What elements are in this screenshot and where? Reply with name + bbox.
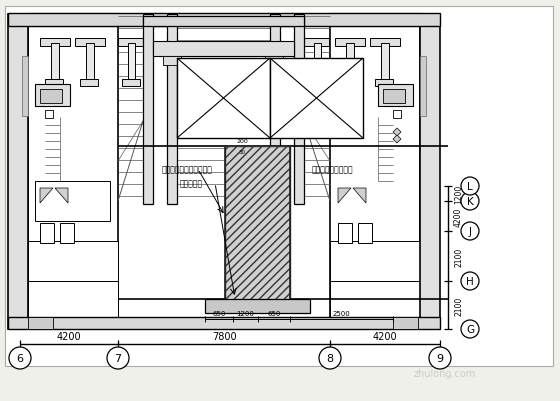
Bar	[330, 14, 420, 27]
Bar	[225, 147, 290, 301]
Text: 1200: 1200	[454, 184, 463, 204]
Bar	[143, 15, 153, 205]
Bar	[381, 44, 389, 82]
Bar	[8, 317, 440, 329]
Polygon shape	[40, 188, 53, 203]
Bar	[8, 15, 28, 329]
Circle shape	[319, 347, 341, 369]
Text: 十五层以下全都拆除: 十五层以下全都拆除	[312, 165, 353, 174]
Text: 650: 650	[267, 310, 281, 316]
Circle shape	[461, 178, 479, 196]
Circle shape	[461, 223, 479, 241]
Bar	[28, 241, 118, 281]
Text: 200: 200	[236, 139, 248, 144]
Bar	[40, 90, 62, 104]
Text: 2100: 2100	[454, 296, 463, 315]
Bar	[80, 80, 98, 87]
Bar	[308, 80, 326, 87]
Bar	[330, 281, 420, 329]
Circle shape	[461, 192, 479, 211]
Polygon shape	[338, 188, 351, 203]
Text: 2100: 2100	[454, 247, 463, 266]
Text: 30: 30	[239, 150, 245, 155]
Text: zhulong.com: zhulong.com	[414, 368, 476, 378]
Text: 9: 9	[436, 353, 444, 363]
Circle shape	[429, 347, 451, 369]
Bar	[51, 44, 59, 82]
Bar	[86, 44, 94, 82]
Bar	[128, 44, 135, 82]
Text: 2500: 2500	[333, 310, 351, 316]
Bar	[420, 57, 426, 117]
Text: 650: 650	[212, 310, 226, 316]
Text: 4200: 4200	[57, 331, 81, 341]
Bar	[28, 281, 118, 329]
Bar	[60, 223, 74, 243]
Bar	[270, 59, 363, 139]
Bar	[270, 15, 280, 205]
Bar	[205, 299, 310, 313]
Circle shape	[9, 347, 31, 369]
Text: K: K	[466, 196, 473, 207]
Polygon shape	[393, 129, 401, 137]
Text: 新增梁位置: 新增梁位置	[180, 179, 203, 188]
Bar	[335, 39, 365, 47]
Bar	[340, 80, 358, 87]
Bar	[358, 223, 372, 243]
Bar	[330, 241, 420, 281]
Bar	[118, 39, 143, 47]
Bar	[393, 111, 401, 119]
Bar	[370, 39, 400, 47]
Text: 7800: 7800	[212, 331, 236, 341]
Bar	[393, 317, 418, 329]
Bar	[304, 39, 329, 47]
Text: 8: 8	[326, 353, 334, 363]
Text: L: L	[467, 182, 473, 192]
Polygon shape	[393, 136, 401, 144]
Text: 6: 6	[16, 353, 24, 363]
Bar	[40, 39, 70, 47]
Bar	[163, 57, 181, 66]
Bar	[375, 80, 393, 87]
Bar	[294, 15, 304, 205]
Bar	[265, 57, 283, 66]
Text: 7: 7	[114, 353, 122, 363]
Bar	[22, 57, 28, 117]
Bar	[8, 14, 440, 27]
Bar	[143, 17, 304, 27]
Text: G: G	[466, 324, 474, 334]
Polygon shape	[353, 188, 366, 203]
Text: 1200: 1200	[236, 310, 254, 316]
Bar	[40, 223, 54, 243]
Bar	[420, 15, 440, 329]
Text: 4200: 4200	[373, 331, 397, 341]
Bar	[346, 44, 354, 82]
Bar	[378, 85, 413, 107]
Text: 4200: 4200	[454, 207, 463, 226]
Text: 此区域混凝土板人工剖凿: 此区域混凝土板人工剖凿	[162, 165, 213, 174]
Text: H: H	[466, 276, 474, 286]
Bar	[122, 80, 140, 87]
Polygon shape	[55, 188, 68, 203]
Bar	[45, 80, 63, 87]
Bar	[35, 85, 70, 107]
Bar	[153, 42, 294, 57]
Text: J: J	[469, 227, 472, 237]
Bar	[35, 182, 110, 221]
Bar	[167, 15, 177, 205]
Bar	[177, 59, 270, 139]
Bar	[383, 90, 405, 104]
Bar	[5, 7, 553, 366]
Bar	[314, 44, 321, 82]
Bar	[28, 317, 53, 329]
Bar	[45, 111, 53, 119]
Bar	[28, 14, 118, 27]
Circle shape	[107, 347, 129, 369]
Bar	[75, 39, 105, 47]
Circle shape	[461, 272, 479, 290]
Circle shape	[461, 320, 479, 338]
Bar	[338, 223, 352, 243]
